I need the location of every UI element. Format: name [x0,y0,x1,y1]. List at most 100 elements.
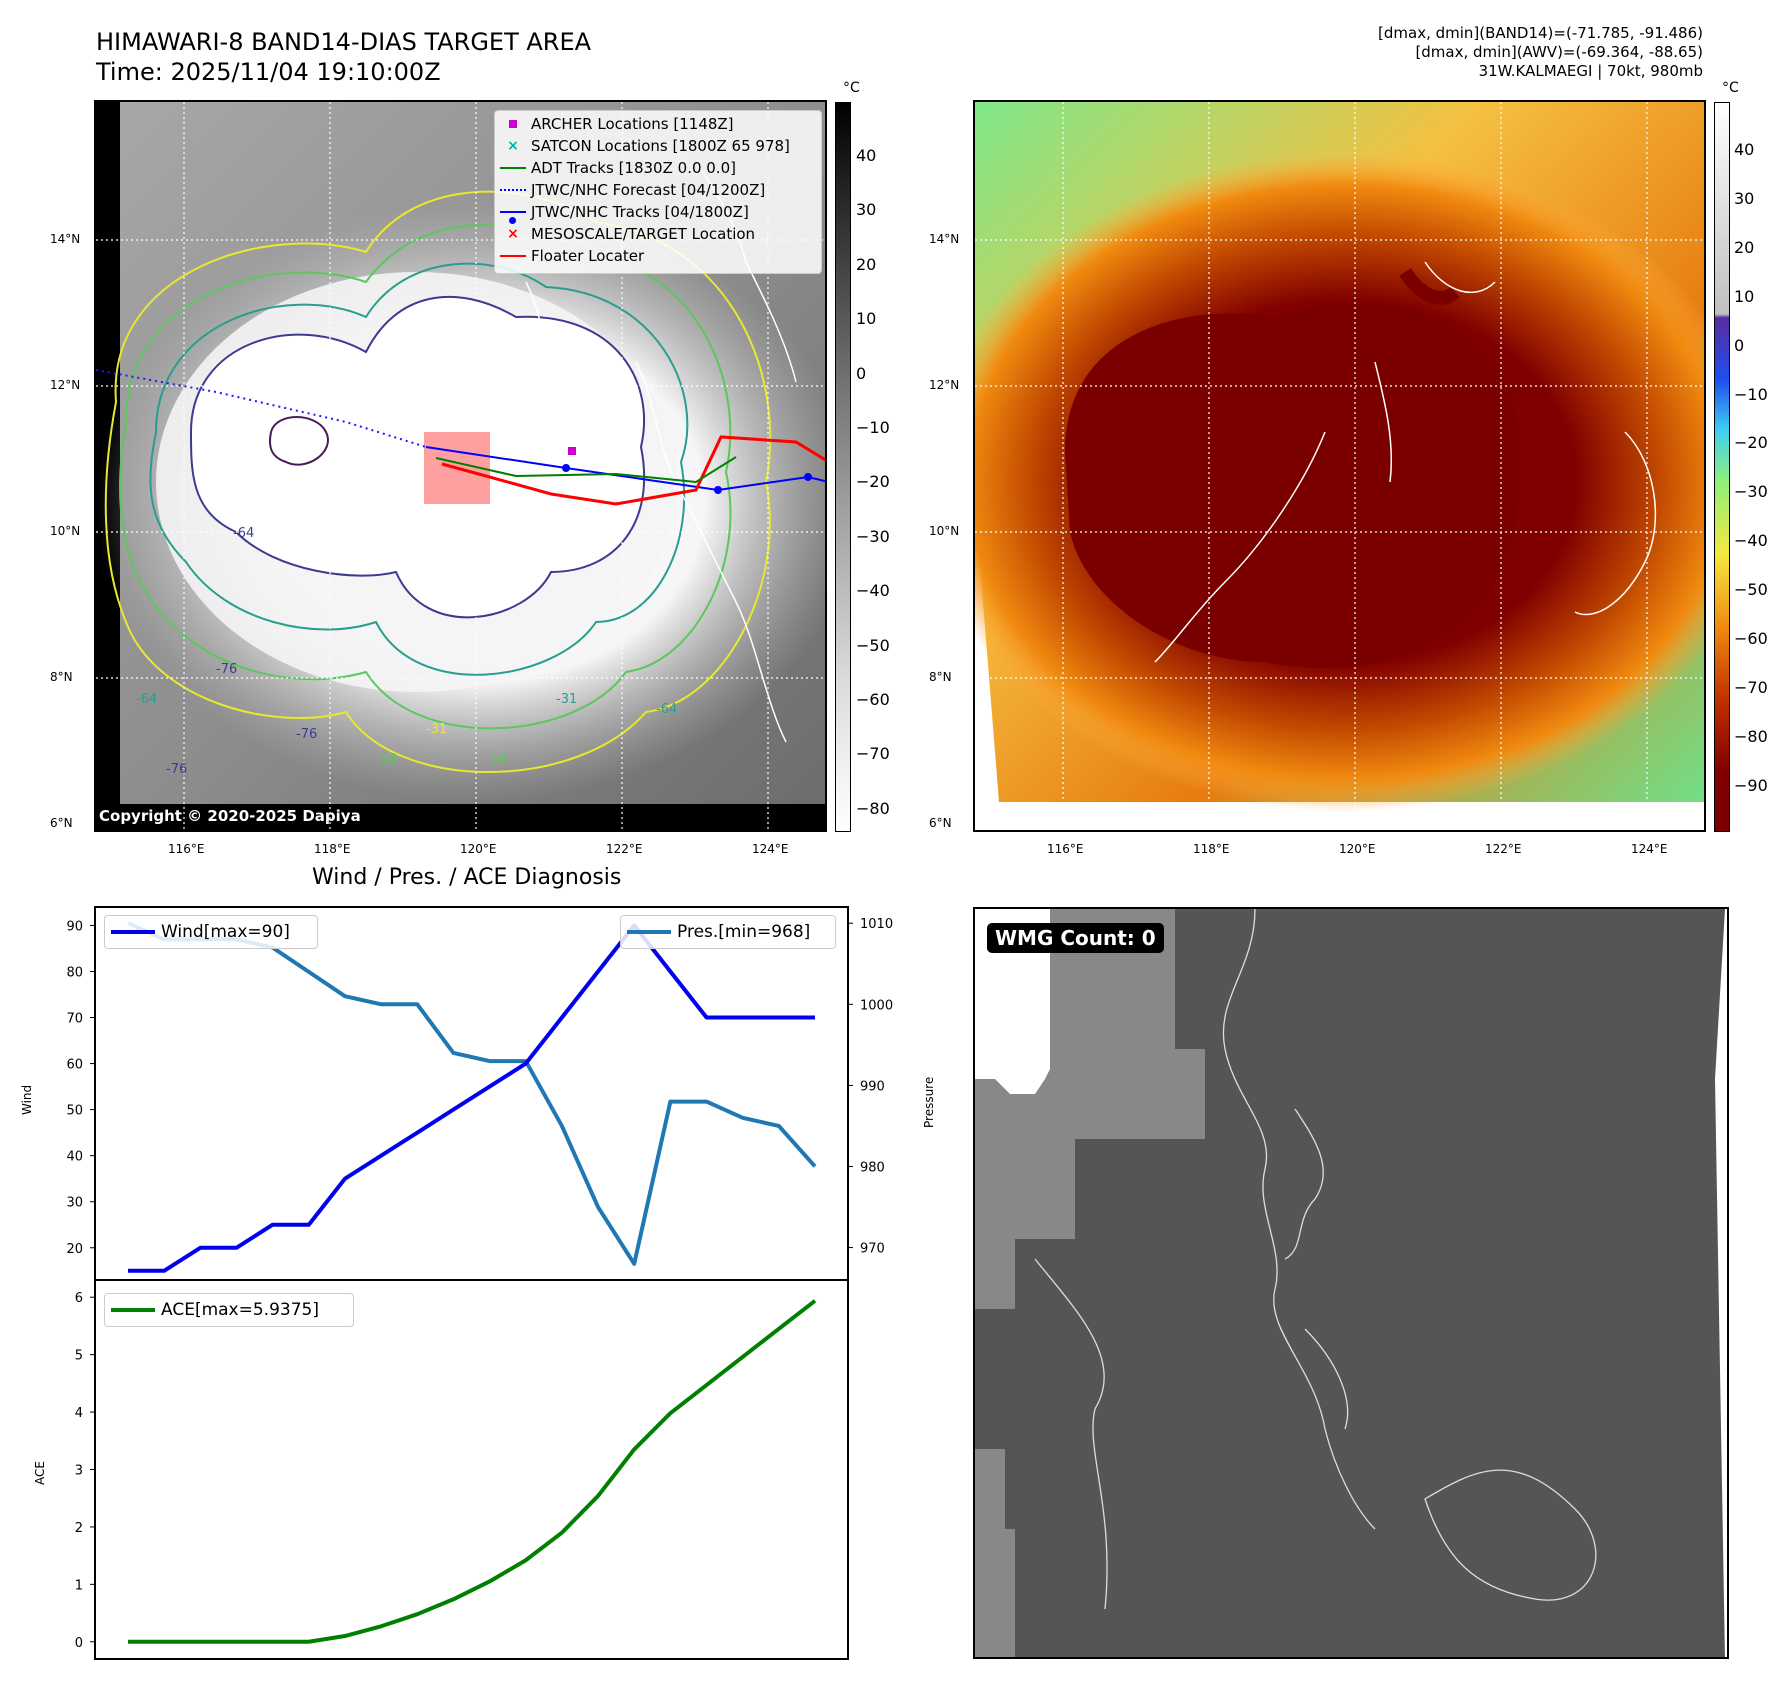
ace-tick-label: 2 [75,1521,83,1536]
lon-label: 116°E [168,842,205,856]
wind-line [128,923,815,1273]
wmg-panel: WMG Count: 0 [973,907,1729,1659]
colorbar-tick: −20 [856,472,890,492]
lon-label: 120°E [1339,842,1376,856]
contour-label: -76 [296,727,318,742]
lon-label: 122°E [1485,842,1522,856]
colorbar-tick: 0 [856,363,867,383]
contour-label: -64 [233,526,255,541]
awv-range: [dmax, dmin](AWV)=(-69.364, -88.65) [1415,43,1703,61]
legend-satcon: × SATCON Locations [1800Z 65 978] [507,137,790,155]
colorbar-tick: −20 [1734,433,1768,453]
wmg-count-badge: WMG Count: 0 [987,923,1164,953]
lon-label: 118°E [314,842,351,856]
ace-tick-label: 3 [75,1464,83,1479]
pressure-tick-label: 1000 [860,998,893,1013]
contour-label: -76 [216,662,238,677]
contour-label: -54 [486,752,508,767]
lat-label: 14°N [50,232,81,246]
wind-legend-label: Wind[max=90] [161,922,290,942]
map-legend: ARCHER Locations [1148Z] × SATCON Locatio… [494,110,822,274]
lat-label: 14°N [929,232,960,246]
contour-label: -64 [136,692,158,707]
time-title: Time: 2025/11/04 19:10:00Z [96,58,441,86]
colorbar-tick: −70 [856,744,890,764]
colorbar-tick: −50 [856,635,890,655]
wind-tick-label: 40 [66,1150,83,1165]
diagnosis-title: Wind / Pres. / ACE Diagnosis [312,865,622,890]
colorbar-tick: 20 [856,254,877,274]
pressure-line [127,921,817,1266]
colorbar-tick: 20 [1734,237,1755,257]
pressure-tick-label: 990 [860,1079,885,1094]
legend-target: × MESOSCALE/TARGET Location [507,225,756,243]
ace-legend: ACE[max=5.9375] [104,1293,354,1327]
colorbar-tick: −30 [856,526,890,546]
wind-tick-label: 50 [66,1104,83,1119]
wind-tick-label: 70 [66,1012,83,1027]
colorbar-tick: −40 [1734,531,1768,551]
pressure-tick-label: 1010 [860,917,893,932]
band14-map: Copyright © 2020-2025 Dapiya -64 -64 -76… [94,100,827,832]
lon-label: 116°E [1047,842,1084,856]
colorbar-tick: −90 [1734,775,1768,795]
wind-tick-label: 60 [66,1058,83,1073]
lon-label: 122°E [606,842,643,856]
lon-label: 118°E [1193,842,1230,856]
lat-label: 6°N [929,816,952,830]
colorbar-tick: −10 [856,418,890,437]
lon-label: 120°E [460,842,497,856]
wind-legend: Wind[max=90] [104,915,318,949]
legend-adt: ADT Tracks [1830Z 0.0 0.0] [495,157,821,179]
colorbar-tick: −60 [1734,629,1768,648]
storm-info: 31W.KALMAEGI | 70kt, 980mb [1478,62,1703,80]
colorbar-tick: 30 [1734,188,1755,208]
wind-pressure-frame [94,906,849,1281]
ace-tick-label: 0 [75,1636,83,1651]
colorbar-tick: 40 [1734,140,1755,159]
colorbar-tick: −30 [1734,482,1768,502]
lat-label: 12°N [929,378,960,392]
band14-colorbar [835,102,851,832]
colorbar-tick: −10 [1734,384,1768,404]
diagnostic-info: [dmax, dmin](BAND14)=(-71.785, -91.486) … [1378,24,1703,81]
lat-label: 6°N [50,816,73,830]
contour-label: -64 [656,702,678,717]
band14-range: [dmax, dmin](BAND14)=(-71.785, -91.486) [1378,24,1703,42]
lat-label: 12°N [50,378,81,392]
awv-imagery [975,102,1704,830]
colorbar-tick: −50 [1734,580,1768,600]
colorbar-tick: −80 [1734,726,1768,746]
ace-tick-label: 1 [75,1578,83,1593]
ace-tick-label: 6 [75,1291,83,1306]
legend-archer: ARCHER Locations [1148Z] [495,113,821,135]
pressure-tick-label: 980 [860,1160,885,1175]
awv-colorbar [1714,102,1730,832]
ace-line [128,1299,817,1644]
colorbar-unit: °C [1722,80,1739,96]
lat-label: 10°N [50,524,81,538]
lat-label: 10°N [929,524,960,538]
lat-label: 8°N [50,670,73,684]
legend-tracks: JTWC/NHC Tracks [04/1800Z] [495,201,821,224]
colorbar-unit: °C [843,80,860,96]
contour-label: -31 [556,692,578,707]
lon-label: 124°E [1631,842,1668,856]
copyright-text: Copyright © 2020-2025 Dapiya [99,807,361,825]
colorbar-tick: 30 [856,200,877,220]
ace-frame [94,1279,849,1660]
pressure-tick-label: 970 [860,1242,885,1257]
lat-label: 8°N [929,670,952,684]
wind-tick-label: 30 [66,1196,83,1211]
pressure-legend: Pres.[min=968] [620,915,836,949]
awv-map [973,100,1706,832]
legend-floater: Floater Locater [495,245,821,267]
colorbar-tick: 0 [1734,335,1745,355]
colorbar-tick: −80 [856,798,890,818]
wind-tick-label: 20 [66,1242,83,1257]
wind-tick-label: 80 [66,965,83,980]
wind-tick-label: 90 [66,919,83,934]
contour-label: -31 [426,722,448,737]
ace-tick-label: 5 [75,1349,83,1364]
contour-label: -76 [166,762,188,777]
